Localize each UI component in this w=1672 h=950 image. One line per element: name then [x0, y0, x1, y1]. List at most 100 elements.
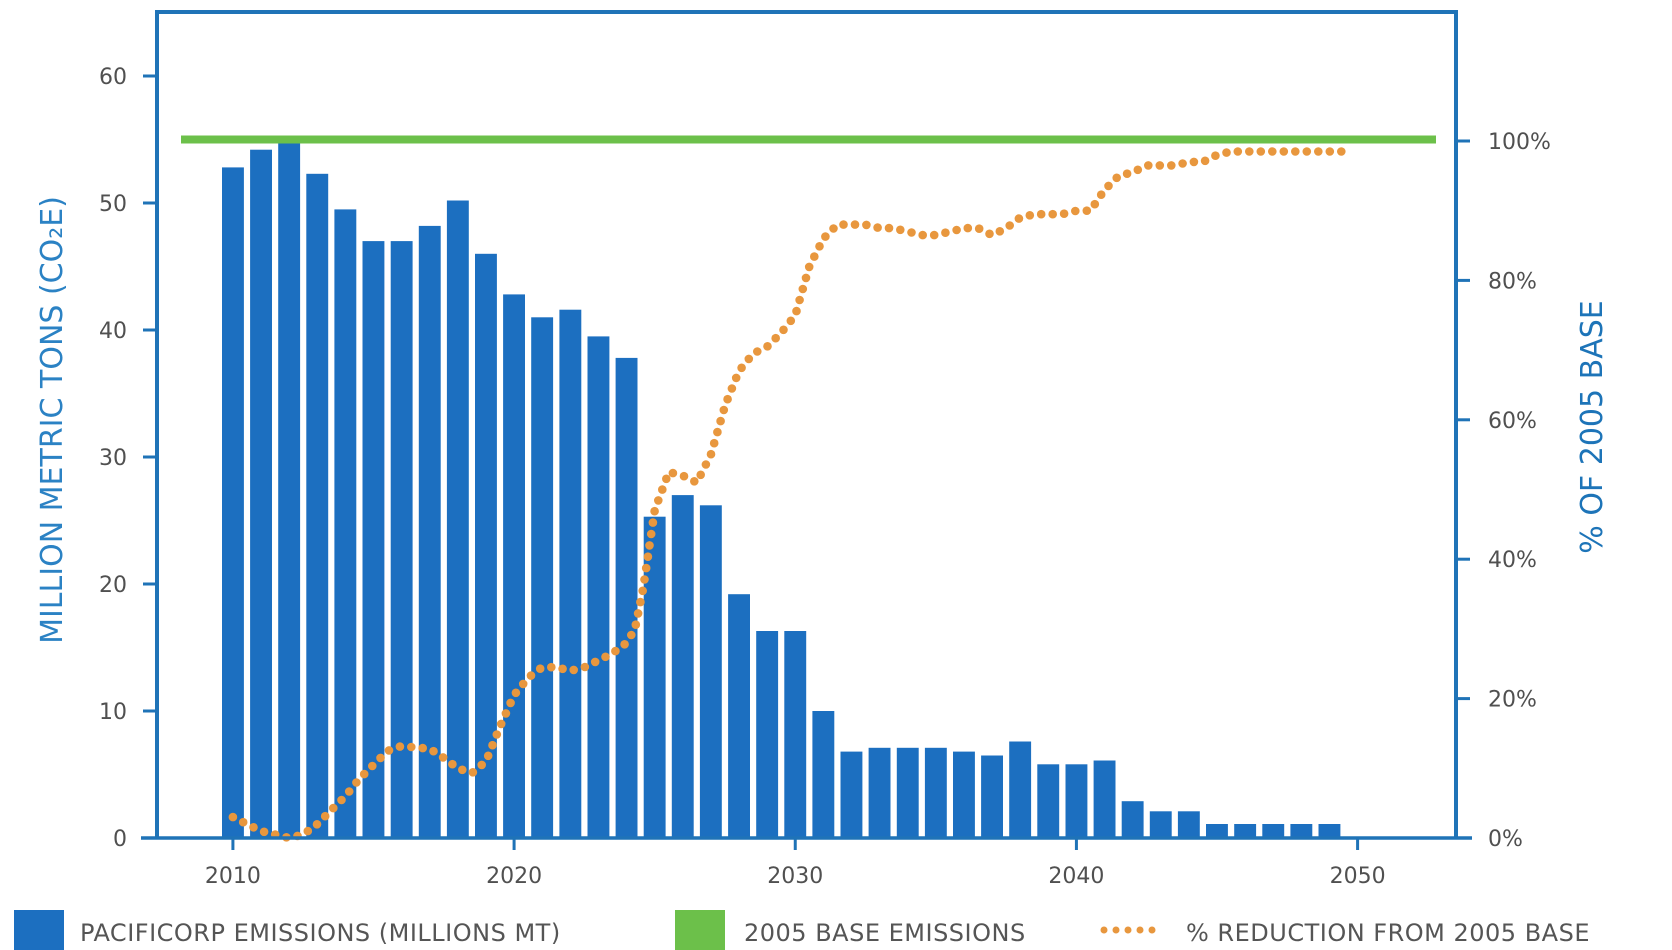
reduction-dot-77 — [771, 333, 780, 343]
bar-2026 — [671, 495, 694, 838]
bar-2020 — [503, 294, 525, 838]
bar-2028 — [728, 594, 750, 838]
reduction-dot-39 — [569, 665, 578, 675]
reduction-dot-125 — [1222, 148, 1231, 157]
reduction-dot-83 — [801, 273, 811, 283]
bar-2048 — [1290, 824, 1313, 838]
reduction-dot-96 — [918, 230, 927, 240]
y2-tick-label-0: 0% — [1488, 827, 1523, 852]
reduction-dot-84 — [804, 262, 814, 272]
reduction-dot-15 — [368, 761, 377, 771]
reduction-dot-10 — [329, 803, 338, 813]
bar-2034 — [896, 747, 919, 838]
reduction-dot-87 — [821, 232, 830, 241]
reduction-dot-3 — [259, 827, 269, 837]
y2-tick-label-100: 100% — [1488, 130, 1551, 155]
right-axis-title: % OF 2005 BASE — [1575, 300, 1610, 553]
x-tick-label-2030: 2030 — [767, 864, 823, 889]
reduction-dot-60 — [668, 468, 678, 478]
reduction-dot-109 — [1059, 209, 1069, 218]
reduction-dot-128 — [1256, 147, 1266, 156]
reduction-dot-82 — [798, 284, 808, 294]
reduction-dot-95 — [907, 228, 916, 237]
reduction-dot-42 — [601, 652, 610, 662]
reduction-dot-16 — [376, 753, 385, 763]
plot-frame-border — [155, 10, 1458, 838]
bar-2043 — [1149, 811, 1172, 838]
reduction-dot-91 — [862, 220, 871, 230]
reduction-dot-66 — [709, 438, 719, 448]
reduction-dot-11 — [337, 795, 346, 805]
reduction-dot-85 — [810, 252, 819, 261]
reduction-dot-14 — [359, 769, 369, 779]
reduction-dot-129 — [1268, 147, 1277, 156]
bar-2038 — [1009, 741, 1032, 838]
reduction-dot-57 — [654, 496, 663, 505]
reduction-dot-36 — [535, 664, 545, 673]
bar-2047 — [1262, 824, 1285, 838]
reduction-dot-135 — [1337, 147, 1346, 156]
reduction-dot-30 — [496, 719, 506, 729]
reduction-dot-19 — [407, 742, 416, 752]
reduction-dot-133 — [1314, 147, 1323, 156]
reduction-dot-67 — [713, 427, 722, 437]
y2-tick-label-80: 80% — [1488, 269, 1537, 294]
bar-2012 — [278, 139, 301, 838]
reduction-dot-31 — [501, 709, 511, 718]
x-tick-label-2020: 2020 — [486, 864, 542, 889]
reduction-dot-37 — [547, 662, 556, 672]
reduction-dot-61 — [679, 471, 689, 481]
plot-frame — [141, 10, 1472, 840]
reduction-dot-93 — [884, 223, 894, 233]
reduction-dot-29 — [492, 730, 502, 739]
reduction-dot-62 — [690, 477, 699, 486]
reduction-dot-111 — [1082, 206, 1092, 215]
right-axis-ticks: 0% 20% 40% 60% 80% 100% — [1456, 130, 1551, 852]
bar-2023 — [587, 336, 610, 838]
reduction-dot-68 — [716, 416, 725, 426]
y-tick-label-50: 50 — [99, 192, 127, 217]
reduction-dot-8 — [312, 820, 322, 829]
reduction-dot-63 — [696, 470, 705, 480]
bar-2035 — [924, 747, 947, 838]
reduction-dot-52 — [643, 552, 653, 561]
y-tick-label-0: 0 — [113, 827, 127, 852]
y-tick-label-30: 30 — [99, 446, 127, 471]
reduction-dot-12 — [344, 787, 354, 796]
reduction-dot-106 — [1025, 211, 1035, 220]
reduction-dot-70 — [723, 394, 732, 404]
reduction-dot-107 — [1036, 209, 1046, 219]
reduction-dot-21 — [429, 746, 438, 756]
reduction-dot-74 — [744, 354, 754, 364]
reduction-dot-75 — [753, 347, 762, 356]
reduction-dot-122 — [1189, 157, 1199, 167]
reduction-dot-113 — [1096, 190, 1106, 199]
x-tick-label-2010: 2010 — [205, 864, 261, 889]
reduction-dot-90 — [850, 220, 860, 229]
legend-swatch-base — [675, 910, 725, 950]
reduction-dot-92 — [873, 223, 882, 232]
reduction-dot-79 — [786, 316, 796, 326]
reduction-dot-76 — [763, 342, 772, 351]
reduction-dot-80 — [792, 306, 801, 316]
reduction-dot-25 — [468, 768, 478, 777]
reduction-dot-28 — [488, 740, 497, 750]
bar-2019 — [475, 253, 497, 839]
reduction-dot-121 — [1178, 159, 1187, 168]
reduction-dot-49 — [638, 586, 647, 596]
bar-2018 — [446, 200, 469, 838]
reduction-dot-101 — [974, 224, 984, 233]
bar-2016 — [390, 241, 413, 839]
legend-label-emissions: PACIFICORP EMISSIONS (MILLIONS MT) — [80, 919, 561, 947]
legend-swatch-emissions — [14, 910, 64, 950]
bar-2022 — [559, 309, 582, 838]
bar-2036 — [953, 751, 975, 838]
reduction-dot-86 — [815, 242, 824, 251]
reduction-dot-40 — [580, 662, 590, 672]
reduction-dot-9 — [320, 811, 330, 821]
reduction-dot-59 — [662, 474, 671, 484]
bar-2039 — [1037, 764, 1060, 838]
reduction-dot-50 — [640, 575, 649, 584]
reduction-dot-88 — [829, 224, 838, 233]
reduction-dot-51 — [641, 563, 651, 573]
